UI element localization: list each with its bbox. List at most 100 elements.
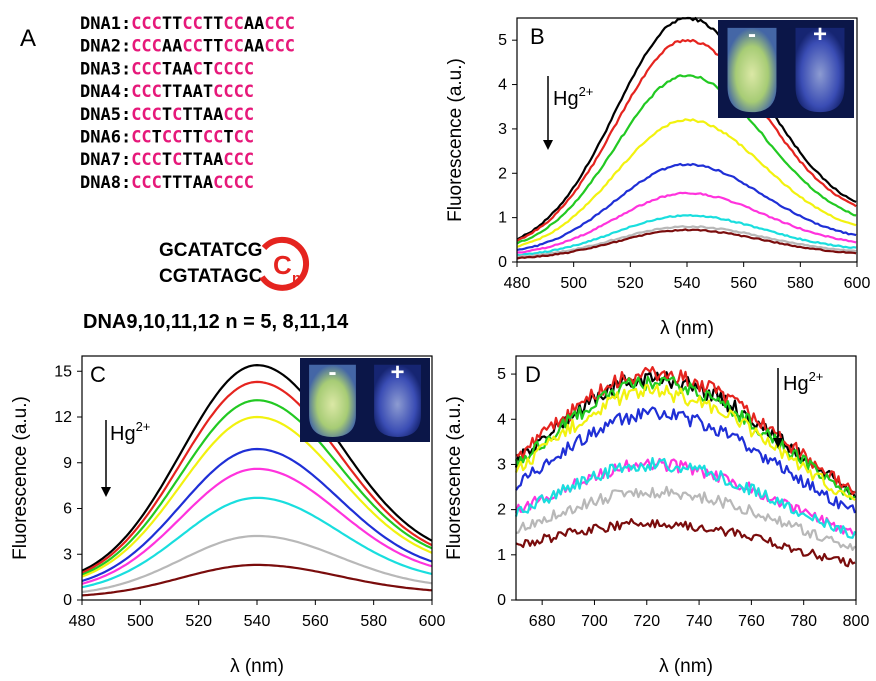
- series-line-3: [514, 375, 856, 500]
- plot-frame: [515, 355, 857, 601]
- series-line-2: [81, 380, 433, 574]
- sequence-segment: CCC: [223, 150, 254, 170]
- x-tick-label: 680: [529, 613, 556, 630]
- sequence-dna7: DNA7:CCCTCTTAACCC: [80, 150, 254, 170]
- x-tick-label: 520: [617, 275, 644, 292]
- hg-annotation: Hg2+: [110, 419, 150, 445]
- hairpin-bottom-strand: CGTATAGC: [159, 266, 263, 287]
- sequence-segment: AA: [244, 14, 264, 34]
- panel-label: D: [525, 362, 541, 387]
- series-line-9: [516, 228, 857, 260]
- sequence-dna4: DNA4:CCCTTAATCCCC: [80, 82, 254, 102]
- sequence-segment: CC: [203, 128, 223, 148]
- sequence-segment: T: [162, 150, 172, 170]
- panel-a: A DNA1:CCCTTCCTTCCAACCCDNA2:CCCAACCTTCCA…: [20, 14, 349, 333]
- sequence-segment: T: [152, 128, 162, 148]
- inset-photo: - +: [718, 20, 854, 118]
- tube-without-hg: [309, 364, 356, 437]
- sequence-segment: T: [223, 128, 233, 148]
- arrow-head-icon: [773, 438, 783, 448]
- sequence-name: DNA3:: [80, 59, 131, 79]
- y-tick-label: 2: [497, 502, 506, 519]
- series-line-9: [515, 518, 856, 568]
- sequence-segment: TTTAA: [162, 173, 213, 193]
- sequence-segment: CC: [223, 37, 243, 57]
- y-tick-label: 4: [497, 411, 506, 428]
- sequence-segment: CCC: [264, 14, 295, 34]
- series-line-9: [81, 563, 433, 597]
- sequence-name: DNA5:: [80, 105, 131, 125]
- y-tick-label: 3: [498, 121, 507, 138]
- hg-annotation: Hg2+: [553, 84, 593, 110]
- sequence-segment: AA: [244, 37, 264, 57]
- sequence-segment: CCC: [223, 105, 254, 125]
- sequence-dna5: DNA5:CCCTCTTAACCC: [80, 105, 254, 125]
- inset-plus-label: +: [390, 359, 404, 386]
- sequence-segment: T: [203, 59, 213, 79]
- panel-label: C: [90, 362, 106, 387]
- y-tick-label: 5: [497, 366, 506, 383]
- series-line-5: [515, 406, 857, 514]
- hairpin-top-strand: GCATATCG: [159, 240, 262, 261]
- inset-photo: - +: [300, 358, 430, 442]
- series-line-6: [516, 191, 857, 254]
- sequence-segment: CCC: [131, 173, 162, 193]
- sequence-segment: CCC: [131, 105, 162, 125]
- series-line-1: [81, 364, 433, 572]
- panel-a-label: A: [20, 25, 36, 52]
- x-tick-label: 780: [790, 613, 817, 630]
- sequence-segment: CCCC: [213, 82, 254, 102]
- x-tick-label: 540: [244, 613, 271, 630]
- series-line-7: [514, 457, 857, 539]
- inset-minus-label: -: [329, 359, 337, 386]
- x-tick-label: 600: [844, 275, 871, 292]
- sequence-segment: TAA: [162, 59, 193, 79]
- y-axis-label: Fluorescence (a.u.): [444, 396, 465, 560]
- sequence-segment: CC: [162, 128, 182, 148]
- sequence-dna6: DNA6:CCTCCTTCCTCC: [80, 128, 254, 148]
- inset-plus-label: +: [813, 21, 827, 48]
- sequence-name: DNA7:: [80, 150, 131, 170]
- x-tick-label: 540: [674, 275, 701, 292]
- y-tick-label: 1: [498, 210, 507, 227]
- y-tick-label: 3: [497, 456, 506, 473]
- series-line-2: [516, 38, 857, 242]
- sequence-name: DNA8:: [80, 173, 131, 193]
- sequence-dna1: DNA1:CCCTTCCTTCCAACCC: [80, 14, 295, 34]
- x-tick-label: 760: [738, 613, 765, 630]
- y-tick-label: 15: [54, 363, 72, 380]
- tube-with-hg: [374, 364, 421, 437]
- x-tick-label: 740: [686, 613, 713, 630]
- x-tick-label: 580: [360, 613, 387, 630]
- y-tick-label: 2: [498, 165, 507, 182]
- sequence-name: DNA6:: [80, 128, 131, 148]
- x-tick-label: 700: [581, 613, 608, 630]
- series-line-8: [81, 534, 433, 594]
- series-line-5: [516, 162, 857, 251]
- chart-panel-b: 480 500 520 540 560 580 600 0 1 2 3 4 5 λ (nm) Fluores…: [445, 16, 871, 339]
- panel-label: B: [530, 24, 545, 49]
- sequence-segment: CCC: [264, 37, 295, 57]
- arrow-head-icon: [543, 140, 553, 150]
- hairpin-structure: GCATATCG CGTATAGC C n: [159, 236, 309, 291]
- y-tick-label: 9: [63, 455, 72, 472]
- sequence-segment: TT: [162, 14, 182, 34]
- inset-minus-label: -: [748, 21, 756, 48]
- arrow-head-icon: [101, 487, 111, 497]
- y-tick-label: 0: [498, 254, 507, 271]
- sequence-segment: CC: [223, 14, 243, 34]
- tube-without-hg: [727, 27, 777, 113]
- y-tick-label: 4: [498, 77, 507, 94]
- sequence-segment: CC: [131, 128, 151, 148]
- series-line-7: [81, 496, 433, 589]
- sequence-segment: TTAAT: [162, 82, 213, 102]
- sequence-segment: CC: [182, 37, 202, 57]
- hairpin-caption: DNA9,10,11,12 n = 5, 8,11,14: [83, 311, 349, 333]
- loop-subscript: n: [292, 270, 301, 287]
- sequence-segment: T: [162, 105, 172, 125]
- sequence-segment: CC: [182, 14, 202, 34]
- series-line-3: [516, 74, 857, 245]
- hairpin-loop-arc: [259, 236, 309, 291]
- hg-annotation: Hg2+: [783, 369, 823, 395]
